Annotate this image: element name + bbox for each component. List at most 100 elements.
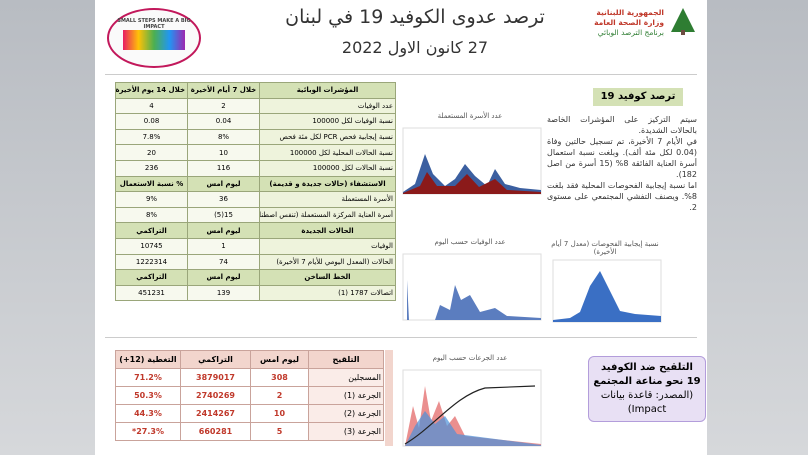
positivity-chart [552, 259, 662, 323]
background [707, 0, 808, 455]
value-cell: 7.8% [115, 128, 188, 146]
value-cell: 2740269 [180, 386, 251, 405]
value-cell: 139 [187, 284, 260, 302]
row: الأسرة المستعملة 36 9% [115, 191, 396, 208]
value-cell: 451231 [115, 284, 188, 302]
header-cell: خلال 14 يوم الأخيرة [115, 82, 188, 99]
header-cell: الخط الساخن [259, 269, 396, 286]
label-cell: الجرعة (2) [308, 404, 384, 423]
row: المسجلين 308 3879017 71.2% [115, 368, 384, 387]
row: نسبة الحالات المحلية لكل 100000 10 20 [115, 144, 396, 161]
value-cell: 2 [187, 97, 260, 115]
value-cell: 2414267 [180, 404, 251, 423]
row: أسرة العناية المركزة المستعملة (تنفس اصط… [115, 206, 396, 224]
value-cell: 3879017 [180, 368, 251, 387]
value-cell: 0.04 [187, 113, 260, 130]
header-row: التلقيح ليوم امس التراكمي التغطية (12+) [115, 350, 384, 369]
header-cell: التراكمي [180, 350, 251, 369]
label-cell: المسجلين [308, 368, 384, 387]
header-cell: التراكمي [115, 222, 188, 239]
label-cell: اتصالات 1787 (1) [259, 284, 396, 302]
summary-title: ترصد كوفيد 19 [593, 88, 683, 106]
indicators-table: المؤشرات الوبائية خلال 7 أيام الأخيرة خلال… [115, 82, 396, 302]
value-cell: 50.3% [115, 386, 181, 405]
side-strip [385, 350, 393, 446]
header-row: المؤشرات الوبائية خلال 7 أيام الأخيرة خلال… [115, 82, 396, 99]
value-cell: 308 [250, 368, 309, 387]
value-cell: 9% [115, 191, 188, 208]
label-cell: عدد الوفيات [259, 97, 396, 115]
logo: SMALL STEPS MAKE A BIG IMPACT [107, 8, 201, 68]
value-cell: 27.3%* [115, 422, 181, 441]
row: الجرعة (3) 5 660281 27.3%* [115, 422, 384, 441]
value-cell: 44.3% [115, 404, 181, 423]
vaccination-box: التلقيح ضد الكوفيد 19 نحو مناعة المجتمع … [588, 356, 706, 422]
doses-chart [402, 369, 542, 447]
label-cell: الوفيات [259, 237, 396, 255]
value-cell: 1 [187, 237, 260, 255]
value-cell: 660281 [180, 422, 251, 441]
label-cell: نسبة الوفيات لكل 100000 [259, 113, 396, 130]
value-cell: 74 [187, 253, 260, 271]
org-line: برنامج الترصد الوبائي [597, 28, 664, 37]
value-cell: 20 [115, 144, 188, 161]
summary-text: سيتم التركيز على المؤشرات الخاصة بالحالا… [547, 114, 697, 213]
chart-title: نسبة إيجابية الفحوصات (معدل 7 أيام الأخي… [551, 240, 659, 256]
box-source: (المصدر: قاعدة بيانات Impact) [600, 390, 694, 415]
vaccination-table: التلقيح ليوم امس التراكمي التغطية (12+) المس… [115, 350, 384, 441]
header-cell: خلال 7 أيام الأخيرة [187, 82, 260, 99]
value-cell: 71.2% [115, 368, 181, 387]
org: الجمهورية اللبنانية وزارة الصحة العامة ب… [580, 8, 664, 38]
header-row: الاستشفاء (حالات جديدة و قديمة) ليوم امس%… [115, 175, 396, 193]
header-row: الخط الساخن ليوم امس التراكمي [115, 269, 396, 286]
label-cell: الجرعة (1) [308, 386, 384, 405]
row: نسبة إيجابية فحص PCR لكل مئة فحص 8% 7.8% [115, 128, 396, 146]
header-cell: ليوم امس [250, 350, 309, 369]
label-cell: الأسرة المستعملة [259, 191, 396, 208]
value-cell: 10745 [115, 237, 188, 255]
org-line: وزارة الصحة العامة [594, 18, 664, 27]
label-cell: نسبة الحالات لكل 100000 [259, 159, 396, 177]
header-cell: الحالات الجديدة [259, 222, 396, 239]
header-cell: الاستشفاء (حالات جديدة و قديمة) [259, 175, 396, 193]
summary-paragraph: في الأيام 7 الأخيرة، تم تسجيل حالتين وفا… [547, 137, 698, 179]
org-line: الجمهورية اللبنانية [596, 8, 664, 17]
row: نسبة الوفيات لكل 100000 0.04 0.08 [115, 113, 396, 130]
value-cell: 4 [115, 97, 188, 115]
box-title: التلقيح ضد الكوفيد 19 نحو مناعة المجتمع [593, 362, 701, 387]
value-cell: 10 [250, 404, 309, 423]
summary-paragraph: سيتم التركيز على المؤشرات الخاصة بالحالا… [547, 115, 697, 135]
value-cell: 15(5) [187, 206, 260, 224]
value-cell: 2 [250, 386, 309, 405]
label-cell: الحالات (المعدل اليومي للأيام 7 الأخيرة) [259, 253, 396, 271]
header-cell: ليوم امس [187, 222, 260, 239]
label-cell: أسرة العناية المركزة المستعملة (تنفس اصط… [259, 206, 396, 224]
value-cell: 1222314 [115, 253, 188, 271]
row: الحالات (المعدل اليومي للأيام 7 الأخيرة)… [115, 253, 396, 271]
row: عدد الوفيات 2 4 [115, 97, 396, 115]
row: اتصالات 1787 (1) 139 451231 [115, 284, 396, 302]
separator [105, 74, 697, 75]
date: 27 كانون الاول 2022 [341, 38, 489, 57]
summary-paragraph: اما نسبة إيجابية الفحوصات المحلية فقد بل… [547, 181, 697, 212]
label-cell: الجرعة (3) [308, 422, 384, 441]
background [0, 0, 95, 455]
beds-chart [402, 127, 542, 195]
chart-title: عدد الوفيات حسب اليوم [434, 238, 506, 246]
header-cell: ليوم امس [187, 269, 260, 286]
label-cell: نسبة إيجابية فحص PCR لكل مئة فحص [259, 128, 396, 146]
value-cell: 236 [115, 159, 188, 177]
header-cell: التغطية (12+) [115, 350, 181, 369]
value-cell: 36 [187, 191, 260, 208]
header-cell: % نسبة الاستعمال [115, 175, 188, 193]
value-cell: 10 [187, 144, 260, 161]
header-cell: التراكمي [115, 269, 188, 286]
header-cell: التلقيح [308, 350, 384, 369]
chart-title: عدد الجرعات حسب اليوم [432, 354, 508, 362]
separator [105, 337, 697, 338]
value-cell: 8% [187, 128, 260, 146]
slogan: SMALL STEPS MAKE A BIG IMPACT [117, 18, 191, 30]
header-cell: ليوم امس [187, 175, 260, 193]
row: الوفيات 1 10745 [115, 237, 396, 255]
